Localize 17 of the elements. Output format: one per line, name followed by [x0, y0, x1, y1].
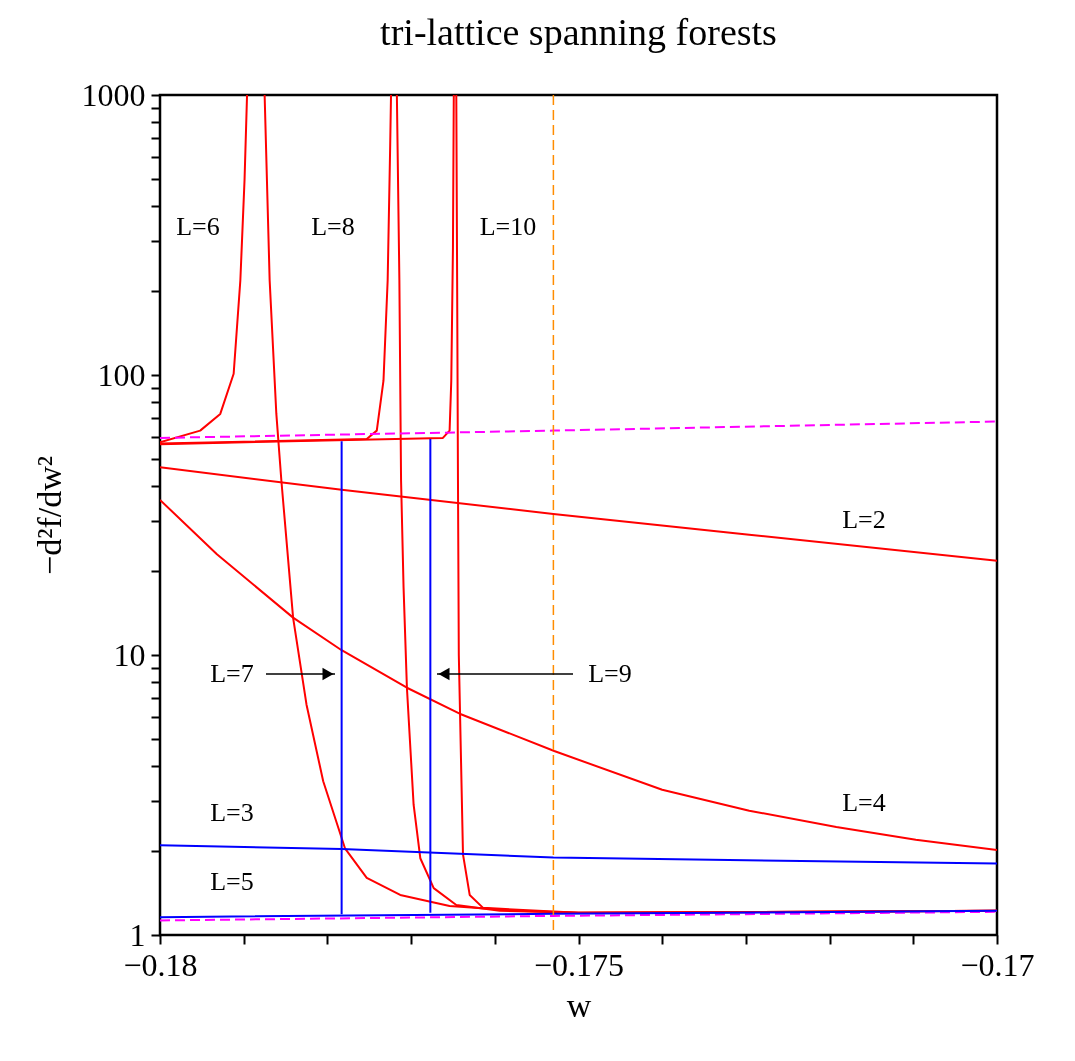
x-axis-title: w — [566, 986, 592, 1024]
y-axis-title: −d²f/dw² — [30, 456, 68, 575]
chart-title: tri-lattice spanning forests — [380, 11, 777, 53]
annotation: L=8 — [311, 212, 355, 241]
annotation: L=3 — [210, 798, 254, 827]
annotation: L=2 — [842, 505, 886, 534]
y-tick-label: 1000 — [81, 76, 146, 113]
x-tick-label: −0.175 — [533, 946, 625, 983]
annotation: L=5 — [210, 867, 254, 896]
annotation: L=4 — [842, 788, 886, 817]
y-tick-label: 100 — [97, 356, 146, 393]
annotation: L=10 — [479, 212, 537, 241]
x-tick-label: −0.17 — [960, 946, 1035, 983]
annotation: L=6 — [176, 212, 220, 241]
y-tick-label: 10 — [113, 636, 146, 673]
annotation: L=9 — [588, 659, 632, 688]
annotation: L=7 — [210, 659, 254, 688]
